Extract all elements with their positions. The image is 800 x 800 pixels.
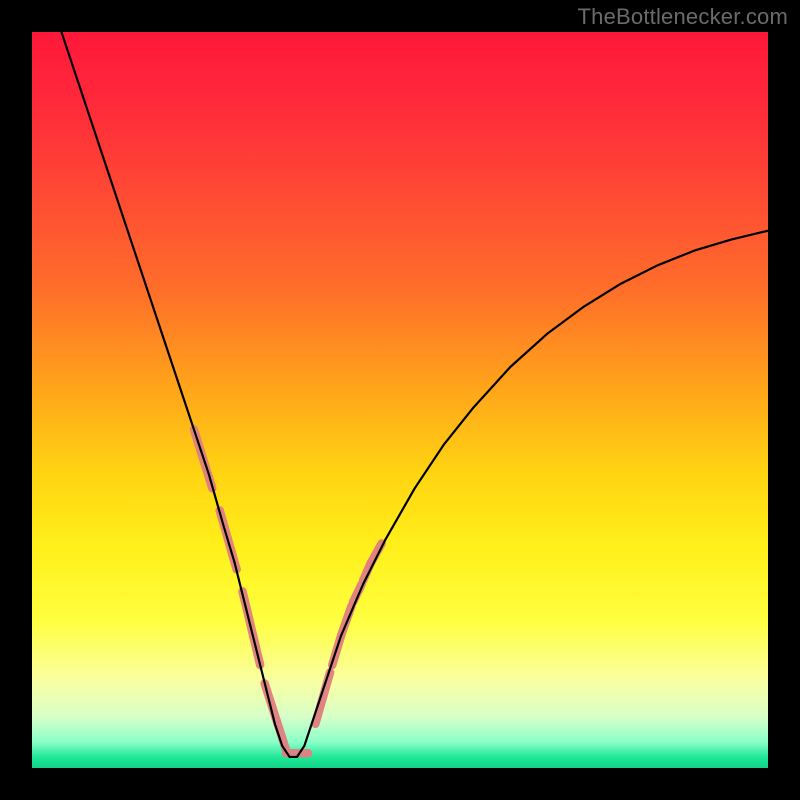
bottleneck-chart-svg (0, 0, 800, 800)
chart-container: TheBottlenecker.com (0, 0, 800, 800)
plot-background (32, 32, 768, 768)
watermark-label: TheBottlenecker.com (578, 4, 788, 30)
